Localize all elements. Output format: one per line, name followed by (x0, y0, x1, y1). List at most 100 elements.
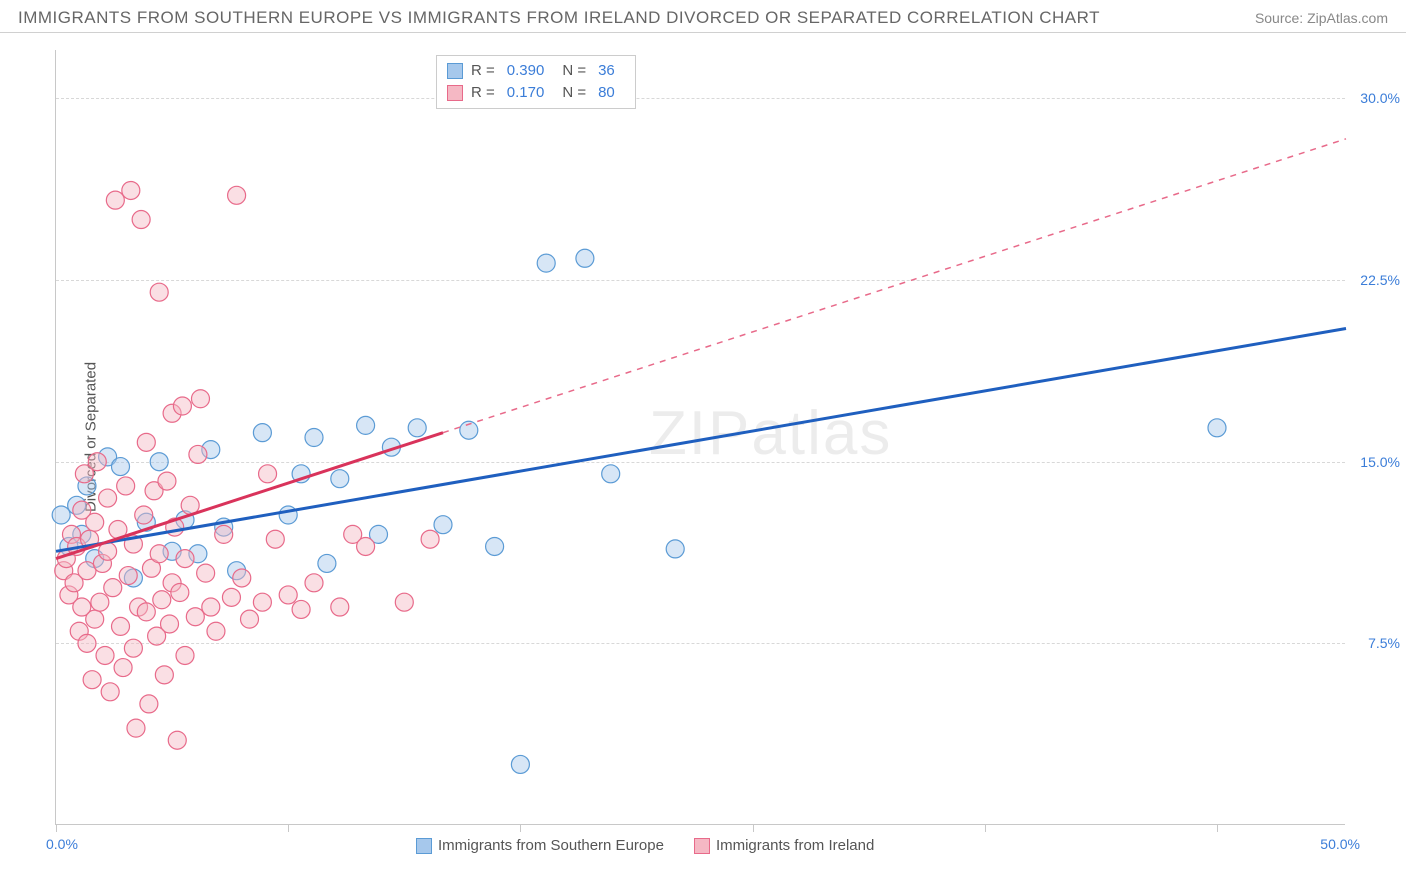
scatter-point (96, 646, 114, 664)
scatter-point (52, 506, 70, 524)
scatter-plot (56, 50, 1345, 824)
scatter-point (228, 186, 246, 204)
y-tick-label: 7.5% (1350, 635, 1400, 651)
scatter-point (202, 598, 220, 616)
scatter-point (168, 731, 186, 749)
scatter-point (122, 181, 140, 199)
scatter-point (421, 530, 439, 548)
scatter-point (279, 586, 297, 604)
scatter-point (357, 416, 375, 434)
scatter-point (253, 424, 271, 442)
legend-item: Immigrants from Southern Europe (416, 837, 664, 854)
y-tick-label: 22.5% (1350, 272, 1400, 288)
scatter-point (124, 639, 142, 657)
legend-swatch (416, 838, 432, 854)
scatter-point (331, 598, 349, 616)
x-axis-label-50: 50.0% (1320, 836, 1360, 852)
scatter-point (318, 554, 336, 572)
y-tick-label: 30.0% (1350, 90, 1400, 106)
scatter-point (189, 445, 207, 463)
x-tick (1217, 824, 1218, 832)
scatter-point (186, 608, 204, 626)
scatter-point (119, 567, 137, 585)
legend-correlation: R =0.390N =36R =0.170N =80 (436, 55, 636, 109)
scatter-point (408, 419, 426, 437)
scatter-point (161, 615, 179, 633)
scatter-point (137, 433, 155, 451)
scatter-point (155, 666, 173, 684)
scatter-point (88, 453, 106, 471)
x-tick (288, 824, 289, 832)
scatter-point (197, 564, 215, 582)
legend-swatch (447, 85, 463, 101)
scatter-point (259, 465, 277, 483)
legend-r-value: 0.390 (507, 60, 545, 82)
chart-title: IMMIGRANTS FROM SOUTHERN EUROPE VS IMMIG… (18, 8, 1100, 28)
scatter-point (150, 283, 168, 301)
scatter-point (1208, 419, 1226, 437)
scatter-point (233, 569, 251, 587)
scatter-point (114, 659, 132, 677)
x-tick (520, 824, 521, 832)
legend-series: Immigrants from Southern Europe Immigrant… (416, 837, 874, 854)
scatter-point (253, 593, 271, 611)
scatter-point (112, 458, 130, 476)
scatter-point (537, 254, 555, 272)
scatter-point (395, 593, 413, 611)
scatter-point (86, 513, 104, 531)
scatter-point (222, 588, 240, 606)
scatter-point (191, 390, 209, 408)
scatter-point (150, 545, 168, 563)
scatter-point (104, 579, 122, 597)
x-tick (56, 824, 57, 832)
scatter-point (331, 470, 349, 488)
y-tick-label: 15.0% (1350, 454, 1400, 470)
chart-area: Divorced or Separated ZIPatlas 7.5%15.0%… (55, 50, 1345, 825)
legend-swatch (447, 63, 463, 79)
legend-r-label: R = (471, 82, 495, 104)
scatter-point (153, 591, 171, 609)
scatter-point (106, 191, 124, 209)
trend-line (56, 329, 1346, 552)
scatter-point (305, 429, 323, 447)
legend-label: Immigrants from Southern Europe (438, 837, 664, 854)
scatter-point (434, 516, 452, 534)
scatter-point (292, 600, 310, 618)
scatter-point (91, 593, 109, 611)
scatter-point (83, 671, 101, 689)
scatter-point (127, 719, 145, 737)
legend-r-value: 0.170 (507, 82, 545, 104)
scatter-point (101, 683, 119, 701)
scatter-point (486, 537, 504, 555)
scatter-point (86, 610, 104, 628)
legend-row: R =0.170N =80 (447, 82, 625, 104)
legend-item: Immigrants from Ireland (694, 837, 874, 854)
scatter-point (171, 584, 189, 602)
scatter-point (132, 211, 150, 229)
scatter-point (137, 603, 155, 621)
scatter-point (135, 506, 153, 524)
scatter-point (511, 755, 529, 773)
legend-n-value: 36 (598, 60, 615, 82)
legend-n-label: N = (562, 82, 586, 104)
scatter-point (173, 397, 191, 415)
scatter-point (78, 634, 96, 652)
legend-row: R =0.390N =36 (447, 60, 625, 82)
scatter-point (215, 525, 233, 543)
scatter-point (357, 537, 375, 555)
x-axis-label-0: 0.0% (46, 836, 78, 852)
scatter-point (150, 453, 168, 471)
scatter-point (112, 617, 130, 635)
scatter-point (176, 646, 194, 664)
legend-swatch (694, 838, 710, 854)
scatter-point (140, 695, 158, 713)
source-label: Source: ZipAtlas.com (1255, 10, 1388, 26)
scatter-point (117, 477, 135, 495)
scatter-point (207, 622, 225, 640)
scatter-point (99, 489, 117, 507)
scatter-point (266, 530, 284, 548)
title-bar: IMMIGRANTS FROM SOUTHERN EUROPE VS IMMIG… (0, 0, 1406, 33)
scatter-point (158, 472, 176, 490)
scatter-point (666, 540, 684, 558)
trend-line-extrapolated (443, 139, 1346, 433)
